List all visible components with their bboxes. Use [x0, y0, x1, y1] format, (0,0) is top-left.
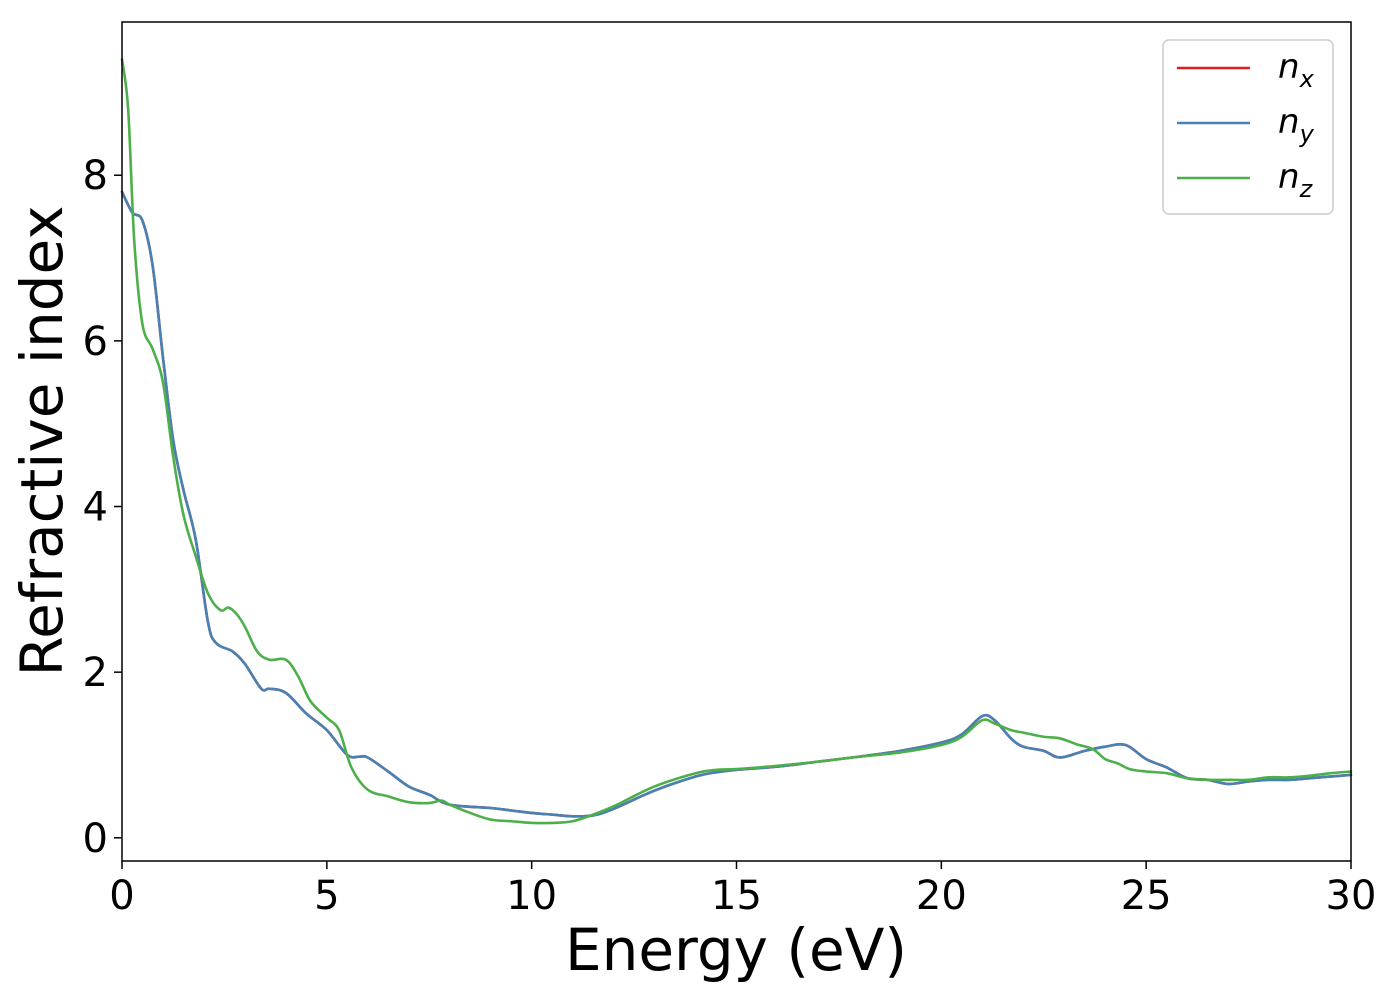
series-line-y: [120, 190, 1353, 818]
legend-label-y: ny: [1278, 102, 1315, 148]
series-line-z: [120, 57, 1353, 825]
x-tick-label: 15: [711, 873, 762, 919]
legend-label-x: nx: [1278, 47, 1315, 93]
legend-box: [1162, 39, 1334, 215]
y-tick-label: 6: [83, 319, 108, 365]
y-axis-ticks: 0 2 4 6 8: [83, 153, 122, 862]
legend-label-z: nz: [1278, 157, 1314, 203]
y-tick-label: 4: [83, 485, 108, 531]
x-tick-label: 10: [506, 873, 557, 919]
y-tick-label: 0: [83, 816, 108, 862]
x-tick-label: 5: [314, 873, 339, 919]
y-tick-label: 2: [83, 650, 108, 696]
x-tick-label: 25: [1121, 873, 1172, 919]
x-tick-label: 30: [1326, 873, 1377, 919]
x-tick-label: 0: [109, 873, 134, 919]
x-axis-label: Energy (eV): [565, 916, 907, 984]
series-layer: [120, 57, 1353, 825]
x-axis-ticks: 0 5 10 15 20 25 30: [109, 861, 1376, 919]
x-tick-label: 20: [916, 873, 967, 919]
y-axis-label: Refractive index: [8, 205, 76, 676]
y-tick-label: 8: [83, 153, 108, 199]
legend: nx ny nz: [1162, 39, 1334, 215]
